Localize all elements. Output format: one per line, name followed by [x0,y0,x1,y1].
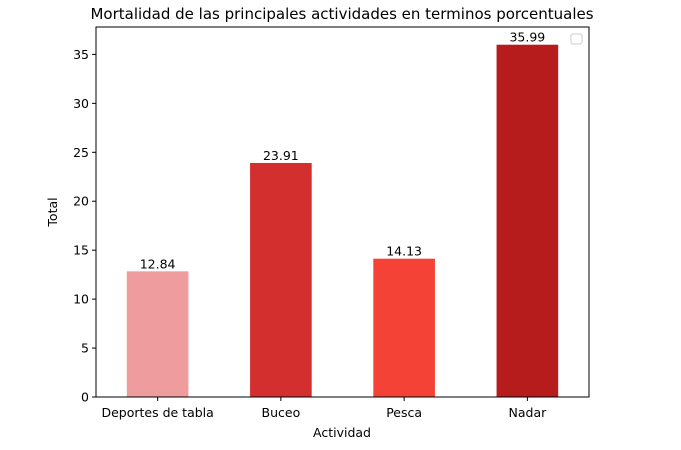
y-tick-label-1: 5 [81,341,89,356]
y-tick-label-3: 15 [73,243,89,258]
y-tick-label-6: 30 [73,96,89,111]
y-axis-label: Total [45,197,60,227]
y-tick-label-2: 10 [73,292,89,307]
y-axis: 0 5 10 15 20 25 30 35 [73,47,96,405]
x-tick-label-3: Nadar [509,405,548,420]
y-tick-label-7: 35 [73,47,89,62]
x-axis: Deportes de tabla Buceo Pesca Nadar [101,397,547,420]
plot-frame [95,26,590,398]
bars-group [126,44,559,398]
x-axis-label: Actividad [313,425,371,440]
legend-box [570,33,583,45]
data-label-0: 12.84 [140,256,176,271]
data-label-3: 35.99 [509,30,545,45]
bar-0 [126,271,189,397]
data-label-1: 23.91 [263,148,299,163]
x-tick-label-2: Pesca [386,405,422,420]
bar-1 [250,162,312,397]
x-tick-label-1: Buceo [262,405,301,420]
data-label-2: 14.13 [386,244,422,259]
bar-2 [373,258,435,397]
chart-title: Mortalidad de las principales actividade… [90,5,593,23]
value-labels-group: 12.84 23.91 14.13 35.99 [140,30,546,272]
bar-3 [496,44,559,398]
x-tick-label-0: Deportes de tabla [101,405,213,420]
y-tick-label-4: 20 [73,194,89,209]
y-tick-label-0: 0 [81,390,89,405]
y-tick-label-5: 25 [73,145,89,160]
